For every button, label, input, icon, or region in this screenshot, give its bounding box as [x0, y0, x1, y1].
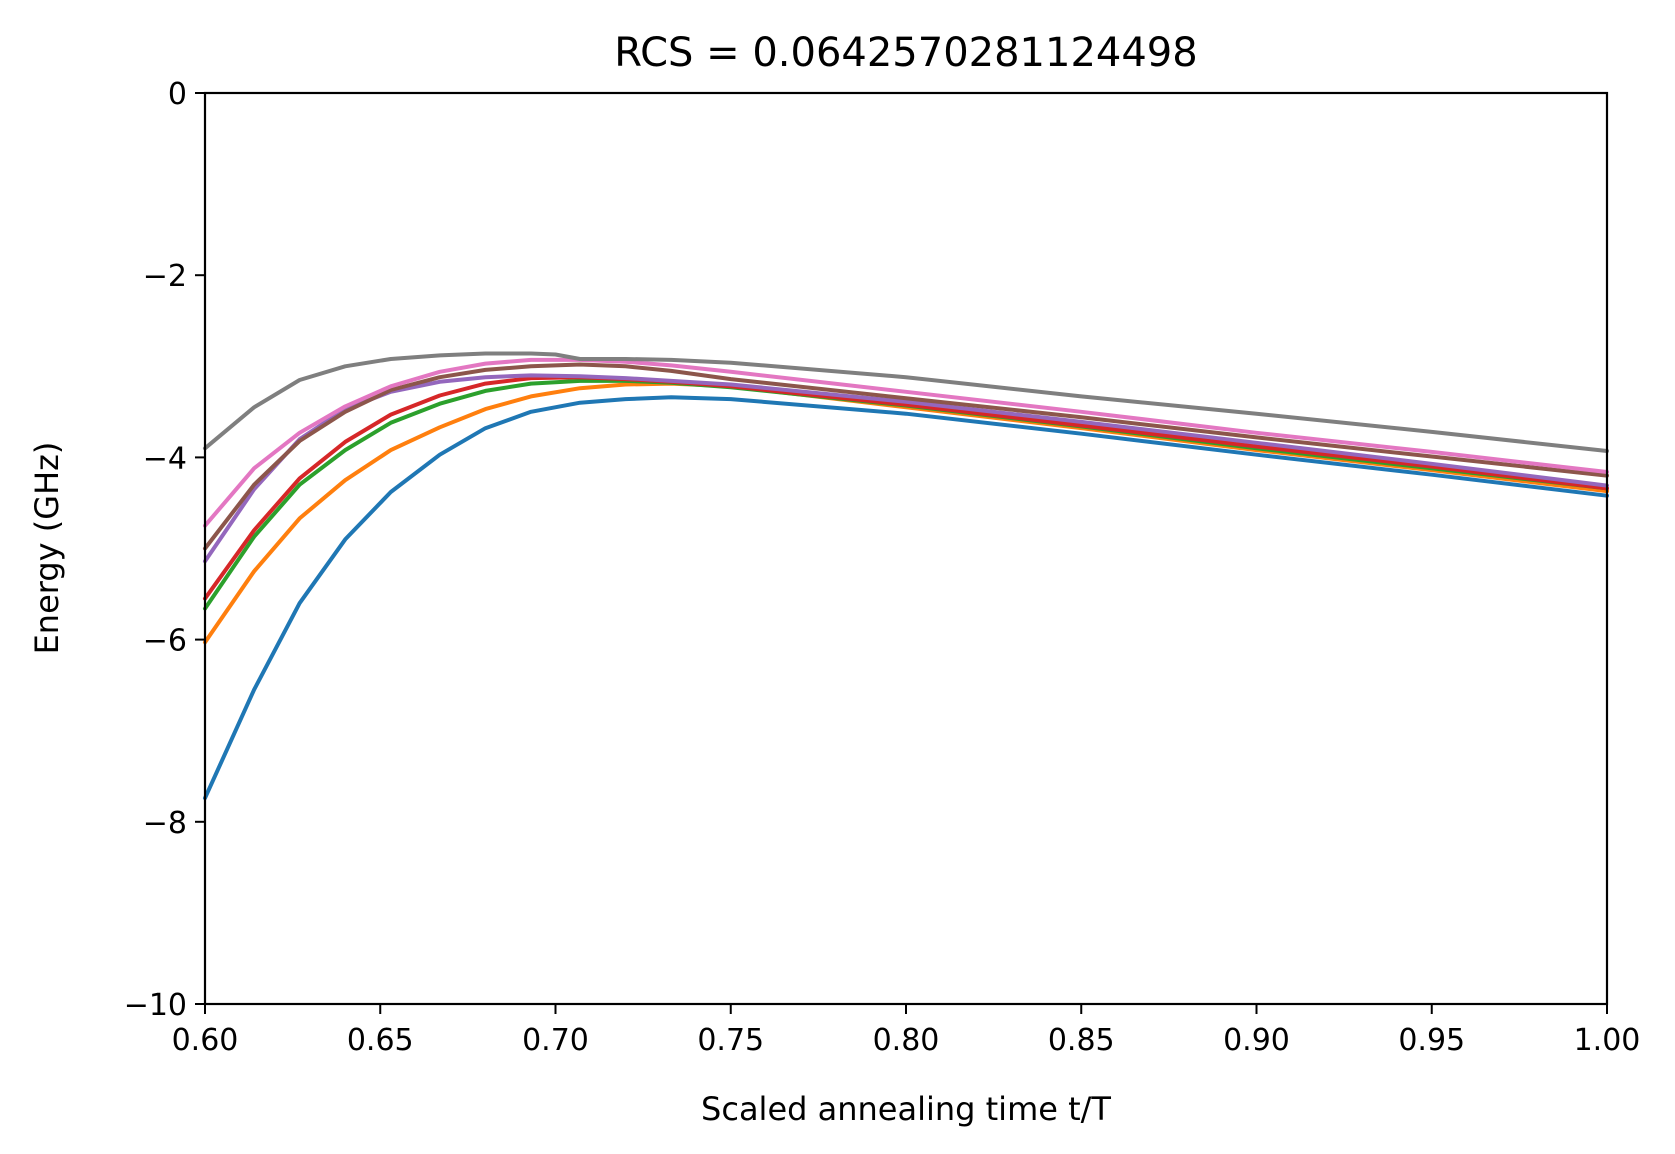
series-layer [203, 351, 1609, 801]
y-tick-label: −8 [143, 806, 187, 841]
chart-title: RCS = 0.0642570281124498 [614, 30, 1197, 76]
x-tick-label: 0.70 [522, 1023, 589, 1058]
y-tick-label: −4 [143, 441, 187, 476]
y-tick-label: −2 [143, 259, 187, 294]
x-tick-label: 0.80 [873, 1023, 940, 1058]
series-line-6 [203, 362, 1609, 551]
x-tick-label: 0.65 [347, 1023, 414, 1058]
x-tick-label: 0.90 [1223, 1023, 1290, 1058]
y-tick-label: 0 [168, 77, 187, 112]
x-axis: 0.60 0.65 0.70 0.75 0.80 0.85 0.90 0.95 1.00 [172, 1004, 1641, 1058]
x-axis-label: Scaled annealing time t/T [701, 1090, 1111, 1128]
x-tick-label: 0.95 [1398, 1023, 1465, 1058]
x-tick-label: 1.00 [1574, 1023, 1641, 1058]
series-line-5 [203, 373, 1609, 564]
x-tick-label: 0.85 [1048, 1023, 1115, 1058]
series-line-8 [203, 351, 1609, 453]
y-tick-label: −6 [143, 624, 187, 659]
series-line-1 [203, 395, 1609, 801]
y-axis-label: Energy (GHz) [28, 442, 66, 655]
x-tick-label: 0.60 [172, 1023, 239, 1058]
y-axis: −10 −8 −6 −4 −2 0 [124, 77, 205, 1023]
y-tick-label: −10 [124, 988, 187, 1023]
x-tick-label: 0.75 [697, 1023, 764, 1058]
